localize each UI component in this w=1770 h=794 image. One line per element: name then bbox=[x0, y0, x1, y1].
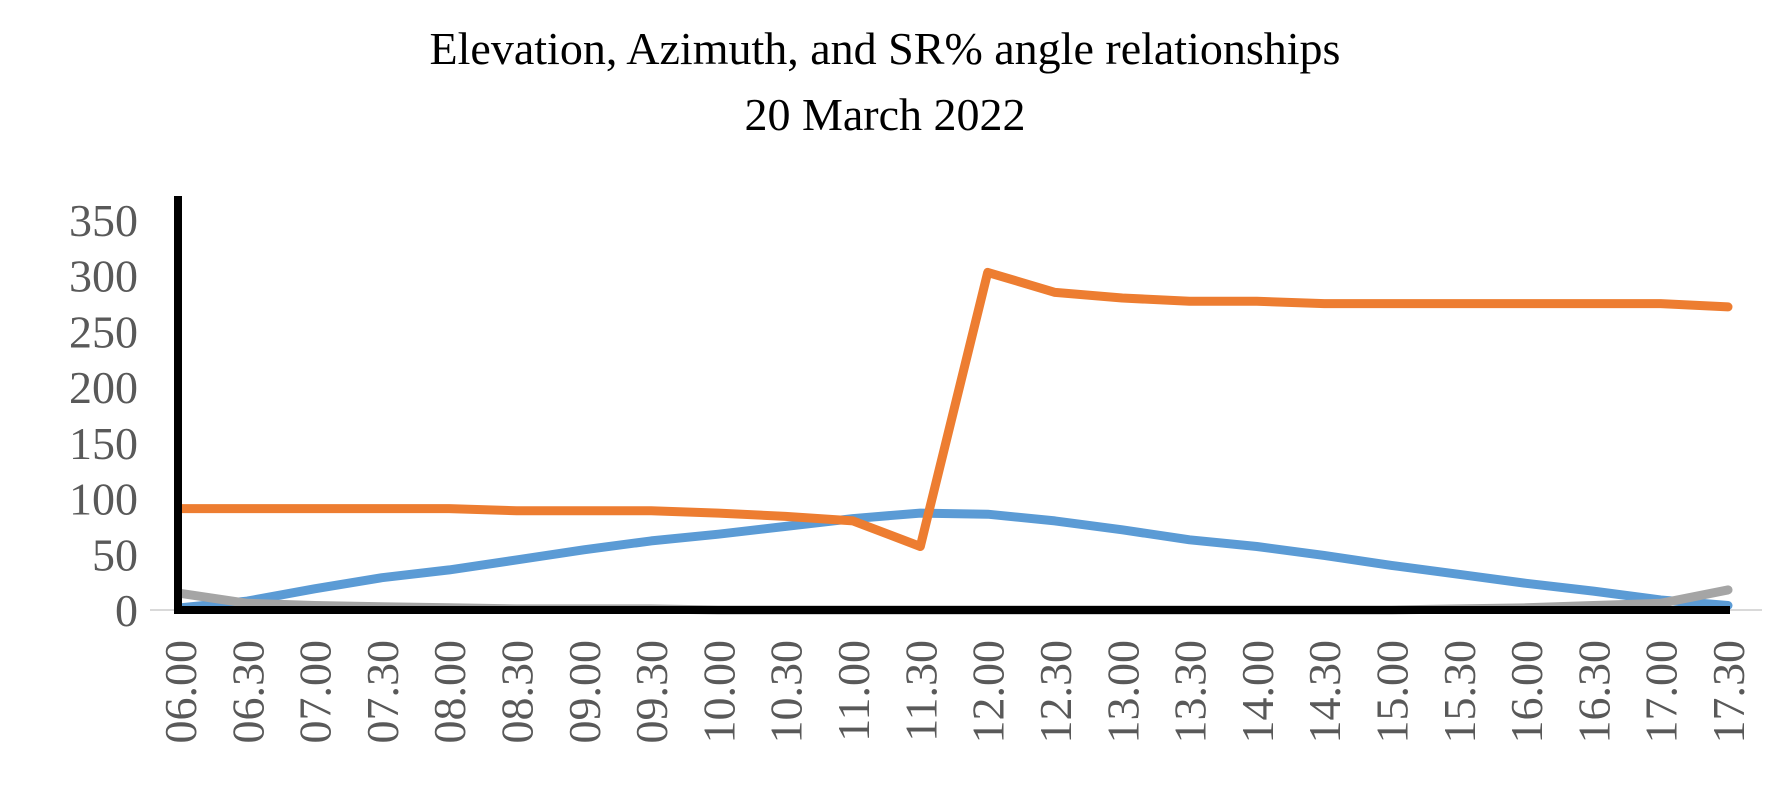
y-tick-label: 350 bbox=[69, 195, 138, 246]
y-tick-label: 0 bbox=[115, 585, 138, 636]
x-tick-label: 06.00 bbox=[155, 640, 206, 744]
x-tick-label: 11.30 bbox=[895, 640, 946, 742]
series-line-1 bbox=[175, 508, 1733, 613]
x-tick-label: 12.00 bbox=[963, 640, 1014, 744]
y-tick-label: 150 bbox=[69, 418, 138, 469]
y-tick-label: 100 bbox=[69, 474, 138, 525]
x-tick-label: 08.00 bbox=[424, 640, 475, 744]
y-tick-label: 250 bbox=[69, 306, 138, 357]
x-tick-label: 09.00 bbox=[559, 640, 610, 744]
x-tick-label: 15.00 bbox=[1366, 640, 1417, 744]
x-tick-label: 14.30 bbox=[1299, 640, 1350, 744]
x-tick-label: 16.30 bbox=[1568, 640, 1619, 744]
x-tick-label: 12.30 bbox=[1030, 640, 1081, 744]
x-tick-label: 14.00 bbox=[1232, 640, 1283, 744]
x-tick-label: 07.00 bbox=[290, 640, 341, 744]
x-tick-label: 11.00 bbox=[828, 640, 879, 742]
x-tick-label: 13.30 bbox=[1165, 640, 1216, 744]
chart-subtitle: 20 March 2022 bbox=[744, 89, 1026, 140]
series-line-2 bbox=[175, 267, 1733, 551]
x-tick-label: 10.30 bbox=[761, 640, 812, 744]
x-tick-label: 10.00 bbox=[693, 640, 744, 744]
y-tick-label: 50 bbox=[92, 529, 138, 580]
y-tick-label: 200 bbox=[69, 362, 138, 413]
x-tick-label: 16.00 bbox=[1501, 640, 1552, 744]
x-tick-label: 15.30 bbox=[1434, 640, 1485, 744]
x-axis-ticks: 06.00 06.30 07.00 07.30 08.00 08.30 09.00 09.30… bbox=[155, 640, 1754, 744]
chart-title: Elevation, Azimuth, and SR% angle relati… bbox=[429, 23, 1341, 74]
x-tick-label: 17.30 bbox=[1703, 640, 1754, 744]
x-tick-label: 17.00 bbox=[1636, 640, 1687, 744]
x-tick-label: 06.30 bbox=[222, 640, 273, 744]
y-tick-label: 300 bbox=[69, 251, 138, 302]
x-tick-label: 08.30 bbox=[492, 640, 543, 744]
series-layer bbox=[175, 267, 1733, 615]
x-tick-label: 09.30 bbox=[626, 640, 677, 744]
x-tick-label: 07.30 bbox=[357, 640, 408, 744]
x-tick-label: 13.00 bbox=[1097, 640, 1148, 744]
